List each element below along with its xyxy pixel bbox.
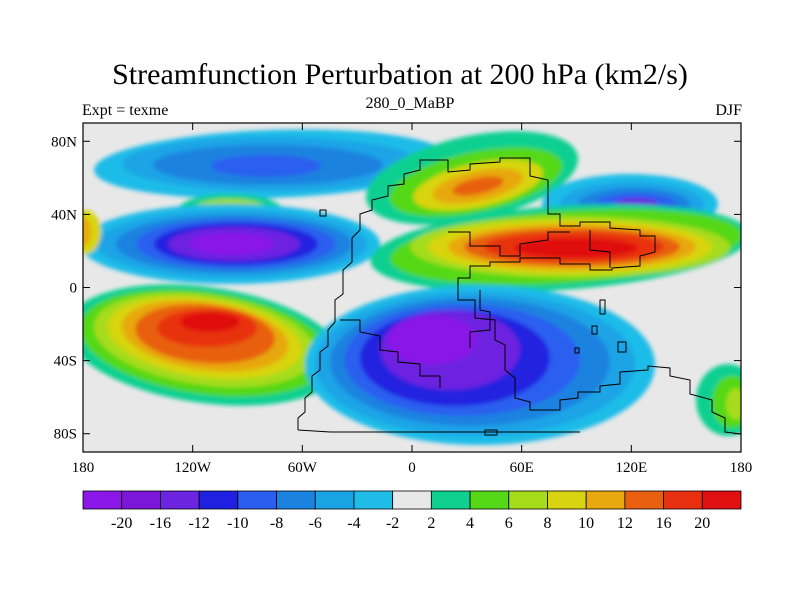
colorbar-box (314, 490, 355, 510)
colorbar-box (663, 490, 703, 510)
island-2 (599, 299, 606, 315)
colorbar-box (276, 490, 316, 510)
colorbar-box (353, 490, 394, 510)
pangea-outline (297, 157, 741, 435)
island-4 (617, 341, 627, 353)
colorbar-box (160, 490, 200, 510)
colorbar-label: 16 (656, 515, 672, 532)
plot-area (82, 122, 742, 453)
colorbar-label: 20 (694, 515, 710, 532)
colorbar-box (701, 490, 742, 510)
colorbar-box (198, 490, 239, 510)
colorbar-box (82, 490, 123, 510)
y-axis: 80N 40N 0 40S 80S (51, 134, 741, 443)
colorbar-box (430, 490, 471, 510)
island-5 (319, 209, 327, 217)
contour-north-atlantic (365, 131, 579, 225)
colorbar-box (547, 490, 587, 510)
colorbar-box (121, 490, 161, 510)
interior-line-4 (469, 290, 491, 348)
interior-line-2 (448, 231, 570, 257)
colorbar-label: -20 (111, 515, 132, 532)
colorbar-label: -4 (347, 515, 360, 532)
colorbar-box (469, 490, 510, 510)
colorbar-label: 8 (543, 515, 551, 532)
y-tick-label: 40S (54, 354, 77, 370)
colorbar-label: 6 (505, 515, 513, 532)
period-label: 280_0_MaBP (365, 95, 455, 112)
colorbar-label: -16 (150, 515, 171, 532)
season-label: DJF (715, 102, 742, 119)
south-coast-line (297, 429, 580, 433)
colorbar-box (585, 490, 626, 510)
colorbar-box (237, 490, 277, 510)
interior-line-3 (589, 230, 611, 268)
contour-north-pacific (94, 129, 450, 199)
x-tick-label: 60W (288, 460, 318, 476)
colorbar-label: -12 (188, 515, 209, 532)
experiment-label: Expt = texme (82, 102, 169, 119)
colorbar-label: 10 (578, 515, 594, 532)
y-tick-label: 40N (51, 207, 77, 223)
colorbar-label: 12 (617, 515, 633, 532)
interior-line-1 (340, 319, 441, 388)
x-tick-label: 120E (615, 460, 647, 476)
contour-south-pangea-negative (305, 285, 655, 445)
contour-south-east-positive (696, 364, 741, 436)
island-3 (574, 347, 580, 354)
chart-title: Streamfunction Perturbation at 200 hPa (… (112, 58, 688, 91)
colorbar-label: 4 (466, 515, 474, 532)
y-tick-label: 80N (51, 134, 77, 150)
x-tick-label: 180 (72, 460, 95, 476)
island-1 (484, 429, 498, 436)
colorbar-box (624, 490, 664, 510)
x-tick-label: 0 (408, 460, 416, 476)
colorbar-label: -10 (227, 515, 248, 532)
colorbar: -20 -16 -12 -10 -8 -6 -4 -2 2 4 6 8 10 12 16 20 (82, 490, 742, 532)
contour-pacific-tropics-nh (83, 204, 380, 284)
y-tick-label: 0 (70, 281, 78, 297)
colorbar-box (508, 490, 548, 510)
x-tick-label: 120W (174, 460, 212, 476)
x-tick-label: 180 (730, 460, 753, 476)
colorbar-label: -6 (309, 515, 322, 532)
contour-south-pacific-positive (83, 284, 344, 406)
x-tick-label: 60E (510, 460, 534, 476)
colorbar-box (392, 490, 432, 510)
coastlines (297, 157, 741, 436)
colorbar-label: -8 (270, 515, 283, 532)
x-axis: 180 120W 60W 0 60E 120E 180 (72, 123, 753, 476)
y-tick-label: 80S (54, 427, 77, 443)
contour-fills (83, 129, 741, 445)
colorbar-label: 2 (427, 515, 435, 532)
colorbar-label: -2 (386, 515, 399, 532)
island-6 (591, 325, 598, 335)
contour-west-edge-positive (83, 210, 101, 254)
